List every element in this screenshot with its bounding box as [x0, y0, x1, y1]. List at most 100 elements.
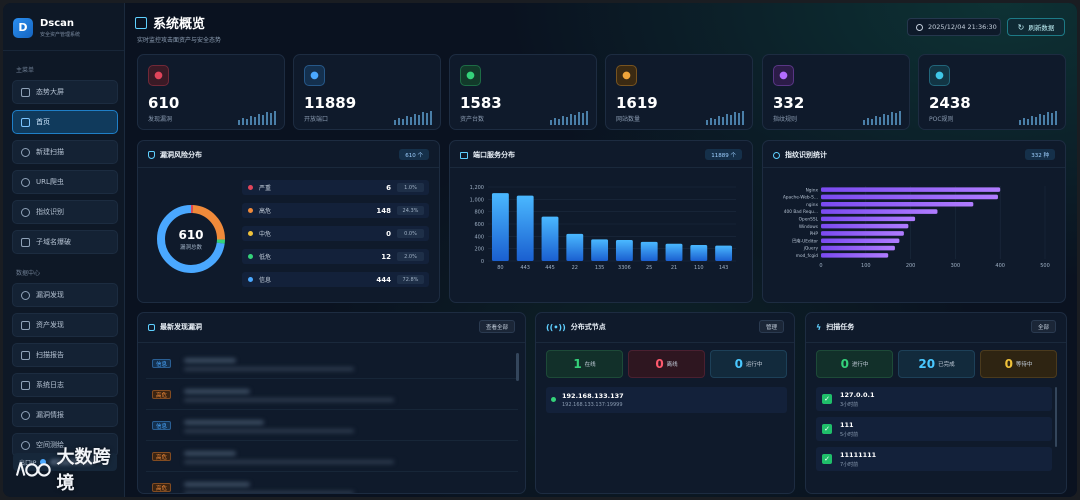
stat-card: ● 332 指纹规则: [762, 54, 910, 130]
bug-icon: [148, 323, 155, 331]
globe-icon: [40, 459, 47, 465]
risk-label: 低危: [259, 254, 272, 261]
sidebar-item-label: 资产发现: [36, 321, 64, 329]
severity-badge: 信息: [152, 421, 172, 430]
port-bar[interactable]: [566, 233, 584, 261]
shield-icon: ●: [148, 65, 169, 86]
sidebar-item-intel[interactable]: 漏洞情报: [12, 403, 118, 427]
section-data-label: 数据中心: [16, 270, 41, 277]
sidebar-item-vulns[interactable]: 漏洞发现: [12, 283, 118, 307]
port-bar[interactable]: [591, 239, 609, 261]
sidebar-item-label: 指纹识别: [36, 208, 64, 216]
sidebar-item-subdomain[interactable]: 子域名爆破: [12, 230, 118, 254]
fingerprint-panel-title: 指纹识别统计: [773, 150, 827, 160]
fingerprint-bar[interactable]: [821, 238, 900, 244]
fingerprint-bar[interactable]: [821, 223, 909, 229]
refresh-button[interactable]: ↻ 刷新数据: [1007, 18, 1065, 36]
task-list-item[interactable]: ✓ 11111111 7小时前: [816, 447, 1052, 471]
table-row[interactable]: 信息: [146, 415, 518, 441]
recent-vulns-title: 最新发现漏洞: [148, 322, 202, 332]
sidebar-item-home[interactable]: 首页: [12, 110, 118, 134]
check-icon: ✓: [822, 454, 832, 464]
task-list-item[interactable]: ✓ 127.0.0.1 3小时前: [816, 387, 1052, 411]
fingerprint-bar[interactable]: [821, 187, 1001, 192]
port-bar[interactable]: [690, 244, 708, 261]
task-name: 111: [840, 420, 854, 429]
page-subtitle: 实时监控攻击面资产与安全态势: [137, 37, 222, 44]
stat-value: 1583: [460, 94, 502, 112]
sidebar-item-reports[interactable]: 扫描报告: [12, 343, 118, 367]
lightning-icon: ϟ: [816, 322, 822, 332]
fingerprint-bar[interactable]: [821, 194, 998, 200]
port-bar[interactable]: [491, 193, 509, 261]
sidebar-item-assets[interactable]: 资产发现: [12, 313, 118, 337]
port-bar[interactable]: [516, 195, 534, 261]
nodes-online: 1 在线: [546, 350, 623, 378]
ports-panel: 端口服务分布 11889 个 0 200 400 600 800 1,000 1,200 80…: [449, 140, 753, 303]
ports-bar-chart: 0 200 400 600 800 1,000 1,200 80 443 445 22 135 3306…: [470, 185, 736, 271]
sidebar-item-label: 扫描报告: [36, 351, 64, 359]
tasks-waiting: 0 等待中: [980, 350, 1057, 378]
vuln-detail-redacted: [184, 491, 354, 493]
port-bar[interactable]: [615, 240, 633, 261]
refresh-label: 刷新数据: [1028, 24, 1055, 32]
stat-sparkline: [863, 111, 901, 125]
tasks-waiting-label: 等待中: [1015, 362, 1033, 368]
sidebar-item-label: 系统日志: [36, 381, 64, 389]
stat-card: ● 11889 开放端口: [293, 54, 441, 130]
tasks-title: ϟ 扫描任务: [816, 322, 854, 332]
table-row[interactable]: 高危: [146, 384, 518, 410]
view-all-button[interactable]: 查看全部: [478, 320, 515, 333]
scrollbar[interactable]: [1055, 387, 1057, 447]
x-tick-label: 135: [595, 265, 605, 271]
fingerprint-bar[interactable]: [821, 245, 895, 251]
sidebar-item-fingerprint[interactable]: 指纹识别: [12, 200, 118, 224]
fingerprint-bar[interactable]: [821, 216, 916, 222]
all-tasks-button[interactable]: 全部: [1030, 320, 1056, 333]
fingerprint-title-text: 指纹识别统计: [785, 151, 827, 159]
risk-count-badge: 610 个: [399, 149, 429, 160]
divider: [763, 167, 1065, 168]
timestamp-text: 2025/12/04 21:36:30: [928, 23, 997, 31]
fingerprint-panel: 指纹识别统计 332 种 0 100 200 300 400 500 Nginx Apache…: [762, 140, 1066, 303]
port-bar[interactable]: [541, 216, 559, 261]
sidebar-item-url-crawler[interactable]: URL爬虫: [12, 170, 118, 194]
stat-label: 网站数量: [616, 116, 641, 123]
server-icon: ●: [304, 65, 325, 86]
sidebar-item-dashboard[interactable]: 态势大屏: [12, 80, 118, 104]
y-tick-label: Windows: [799, 224, 819, 230]
nodes-running: 0 运行中: [710, 350, 787, 378]
fingerprint-bar[interactable]: [821, 253, 889, 258]
table-row[interactable]: 高危: [146, 477, 518, 493]
port-bar[interactable]: [640, 241, 658, 261]
x-tick-label: 21: [671, 265, 677, 271]
divider: [138, 342, 525, 343]
fingerprint-bar[interactable]: [821, 201, 974, 207]
y-tick-label: 800: [474, 210, 484, 216]
recent-vulns-panel: 最新发现漏洞 查看全部 信息 高危 信息 高危 高危: [137, 312, 526, 494]
sidebar-item-logs[interactable]: 系统日志: [12, 373, 118, 397]
port-bar[interactable]: [665, 243, 683, 261]
fingerprint-bar[interactable]: [821, 209, 938, 214]
stat-sparkline: [238, 111, 276, 125]
globe-icon: ●: [616, 65, 637, 86]
tasks-title-text: 扫描任务: [826, 323, 855, 331]
port-bar[interactable]: [715, 245, 733, 261]
shield-icon: [21, 290, 30, 300]
stat-value: 1619: [616, 94, 658, 112]
stat-sparkline: [550, 111, 588, 125]
x-tick-label: 22: [572, 265, 578, 271]
table-row[interactable]: 高危: [146, 446, 518, 472]
donut-value: 610: [178, 228, 203, 242]
nodes-title: ((•)) 分布式节点: [546, 322, 606, 332]
task-list-item[interactable]: ✓ 111 5小时前: [816, 417, 1052, 441]
node-list-item[interactable]: 192.168.133.137 192.168.133.137:19999: [546, 387, 787, 413]
table-row[interactable]: 信息: [146, 353, 518, 379]
donut-segment: [157, 205, 225, 273]
sidebar-item-new-scan[interactable]: 新建扫描: [12, 140, 118, 164]
scrollbar[interactable]: [516, 353, 519, 381]
manage-button[interactable]: 管理: [758, 320, 784, 333]
stat-sparkline: [1019, 111, 1057, 125]
monitor-icon: ●: [460, 65, 481, 86]
fingerprint-bar[interactable]: [821, 231, 904, 236]
